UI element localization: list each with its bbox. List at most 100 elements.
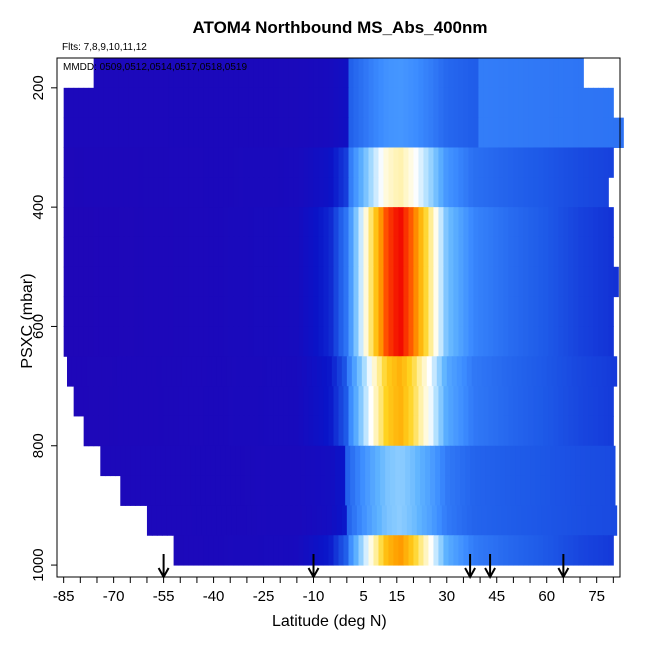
heatmap-cell <box>408 415 414 447</box>
heatmap-cell <box>423 326 429 357</box>
heatmap-cell <box>575 445 581 477</box>
heatmap-cell <box>113 266 120 298</box>
heatmap-cell <box>223 326 230 357</box>
heatmap-cell <box>283 147 290 178</box>
heatmap-cell <box>553 58 559 89</box>
heatmap-cell <box>590 475 596 506</box>
heatmap-cell <box>476 505 483 536</box>
heatmap-cell <box>131 356 138 387</box>
heatmap-cell <box>418 117 424 148</box>
heatmap-cell <box>463 296 469 327</box>
heatmap-cell <box>528 266 534 298</box>
heatmap-cell <box>438 296 444 327</box>
heatmap-cell <box>313 177 320 208</box>
heatmap-cell <box>555 475 561 506</box>
heatmap-cell <box>73 326 80 357</box>
heatmap-cell <box>383 207 389 238</box>
heatmap-cell <box>153 147 160 178</box>
heatmap-cell <box>608 326 614 357</box>
heatmap-cell <box>146 505 153 536</box>
heatmap-cell <box>598 87 604 119</box>
heatmap-cell <box>273 296 280 327</box>
heatmap-cell <box>126 356 133 387</box>
heatmap-cell <box>563 177 569 208</box>
heatmap-cell <box>278 296 285 327</box>
heatmap-cell <box>308 326 315 357</box>
heatmap-cell <box>463 117 469 148</box>
heatmap-cell <box>263 177 270 208</box>
heatmap-cell <box>213 147 220 178</box>
heatmap-cell <box>388 58 394 89</box>
heatmap-cell <box>300 475 306 506</box>
heatmap-cell <box>385 445 391 477</box>
heatmap-cell <box>518 266 524 298</box>
flight-arrow-head <box>464 567 476 580</box>
heatmap-cell <box>178 177 185 208</box>
heatmap-cell <box>321 505 328 536</box>
heatmap-cell <box>493 266 499 298</box>
heatmap-cell <box>363 207 369 238</box>
heatmap-cell <box>151 505 158 536</box>
mmdd-note: MMDD: 0509,0512,0514,0517,0518,0519 <box>63 62 248 73</box>
heatmap-cell <box>513 177 519 208</box>
heatmap-cell <box>418 535 424 566</box>
heatmap-cell <box>348 207 354 238</box>
heatmap-cell <box>573 266 579 298</box>
heatmap-cell <box>508 296 514 327</box>
heatmap-cell <box>263 207 270 238</box>
heatmap-cell <box>63 296 70 327</box>
heatmap-cell <box>286 505 293 536</box>
heatmap-cell <box>488 117 494 148</box>
heatmap-cell <box>176 356 183 387</box>
heatmap-cell <box>180 475 186 506</box>
heatmap-cell <box>203 415 210 447</box>
heatmap-cell <box>345 475 351 506</box>
heatmap-cell <box>556 356 563 387</box>
heatmap-cell <box>186 505 193 536</box>
heatmap-cell <box>571 505 578 536</box>
heatmap-cell <box>243 147 250 178</box>
heatmap-cell <box>238 87 245 119</box>
heatmap-cell <box>498 177 504 208</box>
heatmap-cell <box>583 386 589 417</box>
heatmap-cell <box>518 535 524 566</box>
heatmap-cell <box>598 386 604 417</box>
heatmap-cell <box>535 475 541 506</box>
heatmap-cell <box>198 415 205 447</box>
heatmap-cell <box>83 296 90 327</box>
heatmap-cell <box>103 147 110 178</box>
heatmap-cell <box>178 266 185 298</box>
heatmap-cell <box>423 535 429 566</box>
heatmap-cell <box>118 415 125 447</box>
heatmap-cell <box>188 386 195 417</box>
heatmap-cell <box>360 445 366 477</box>
heatmap-cell <box>518 87 524 119</box>
heatmap-cell <box>140 475 146 506</box>
heatmap-cell <box>410 445 416 477</box>
heatmap-cell <box>308 87 315 119</box>
heatmap-cell <box>248 147 255 178</box>
heatmap-cell <box>193 296 200 327</box>
heatmap-cell <box>63 147 70 178</box>
heatmap-cell <box>125 475 131 506</box>
heatmap-cell <box>548 117 554 148</box>
heatmap-cell <box>230 445 236 477</box>
heatmap-cell <box>478 535 484 566</box>
heatmap-cell <box>123 177 130 208</box>
heatmap-cell <box>423 236 429 268</box>
heatmap-cell <box>478 296 484 327</box>
heatmap-cell <box>488 147 494 178</box>
heatmap-cell <box>533 266 539 298</box>
heatmap-cell <box>315 475 321 506</box>
heatmap-cell <box>243 207 250 238</box>
heatmap-cell <box>233 117 240 148</box>
heatmap-cell <box>145 445 151 477</box>
heatmap-cell <box>588 207 594 238</box>
heatmap-cell <box>198 58 205 89</box>
heatmap-cell <box>408 236 414 268</box>
heatmap-cell <box>88 207 95 238</box>
heatmap-cell <box>548 87 554 119</box>
heatmap-cell <box>470 475 476 506</box>
heatmap-cell <box>523 177 529 208</box>
heatmap-cell <box>108 58 115 89</box>
